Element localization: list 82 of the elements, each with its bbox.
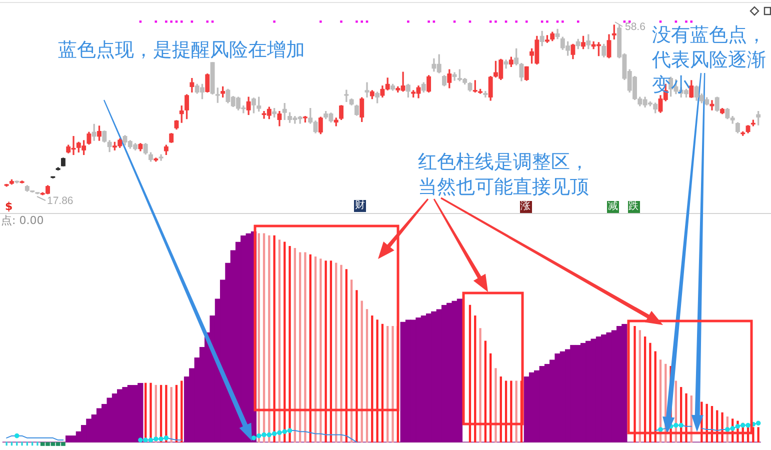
point bbox=[277, 430, 282, 436]
text: 跌 bbox=[628, 200, 640, 212]
bar bbox=[634, 326, 636, 442]
bar bbox=[304, 252, 306, 442]
bar bbox=[320, 258, 322, 442]
bar bbox=[294, 248, 296, 442]
bar bbox=[180, 380, 183, 442]
point bbox=[14, 433, 20, 438]
point bbox=[148, 438, 154, 442]
bar bbox=[340, 264, 342, 442]
text: 涨 bbox=[520, 200, 532, 212]
point bbox=[153, 436, 158, 442]
bar bbox=[298, 252, 302, 442]
annotation: 蓝色点现，是提醒风险在增加 bbox=[58, 38, 305, 64]
point bbox=[735, 424, 740, 429]
point bbox=[678, 422, 684, 428]
bar bbox=[510, 380, 512, 442]
bar bbox=[330, 260, 332, 442]
bar bbox=[360, 300, 363, 442]
candlestick bbox=[364, 82, 370, 98]
bar bbox=[494, 368, 497, 442]
bar bbox=[649, 342, 652, 442]
point bbox=[658, 427, 663, 432]
annotation: 红色柱线是调整区，当然也可能直接见顶 bbox=[418, 150, 590, 200]
bar bbox=[392, 326, 394, 442]
bar bbox=[468, 304, 472, 442]
point bbox=[725, 427, 730, 432]
bar bbox=[309, 254, 312, 442]
text: $ bbox=[5, 200, 13, 212]
point bbox=[262, 432, 266, 438]
annotation: 没有蓝色点，代表风险逐渐变小 bbox=[652, 22, 767, 98]
annotation: 58.6 bbox=[625, 21, 646, 34]
bar bbox=[654, 351, 656, 442]
bar bbox=[335, 262, 338, 442]
bar bbox=[314, 256, 317, 442]
point bbox=[740, 422, 746, 428]
bar bbox=[757, 427, 760, 442]
bar bbox=[638, 330, 641, 442]
bar bbox=[170, 387, 172, 442]
bar bbox=[371, 315, 374, 442]
point bbox=[272, 431, 277, 436]
bar bbox=[324, 260, 327, 442]
text: 点: 0.00 bbox=[1, 214, 44, 226]
bar bbox=[268, 235, 270, 442]
bar bbox=[381, 324, 384, 442]
point bbox=[282, 429, 288, 434]
bar bbox=[484, 340, 487, 442]
text: 减 bbox=[607, 200, 619, 212]
bar bbox=[273, 235, 276, 442]
candlestick bbox=[452, 72, 457, 81]
annotation: 17.86 bbox=[47, 194, 74, 208]
text: 财 bbox=[354, 200, 366, 212]
bar bbox=[685, 393, 688, 442]
point bbox=[730, 426, 735, 431]
bar bbox=[490, 353, 492, 442]
point bbox=[746, 422, 750, 428]
bar bbox=[479, 328, 482, 442]
point bbox=[287, 428, 292, 433]
bar bbox=[596, 336, 602, 442]
bar bbox=[175, 384, 178, 442]
point bbox=[251, 436, 256, 440]
bar bbox=[644, 336, 646, 442]
bar bbox=[165, 384, 168, 442]
bar bbox=[366, 309, 368, 442]
point bbox=[266, 432, 272, 438]
bar bbox=[474, 315, 476, 442]
bar bbox=[376, 320, 378, 442]
bar bbox=[524, 376, 530, 442]
bar bbox=[356, 290, 358, 442]
bar bbox=[150, 382, 152, 442]
point bbox=[143, 438, 148, 442]
bar bbox=[386, 326, 389, 442]
point bbox=[756, 420, 761, 426]
bar bbox=[345, 269, 348, 442]
bar bbox=[350, 280, 353, 442]
bar bbox=[288, 246, 291, 442]
point bbox=[674, 422, 678, 428]
point bbox=[164, 436, 169, 440]
point bbox=[256, 433, 262, 438]
point bbox=[158, 436, 164, 442]
bar bbox=[515, 380, 518, 442]
point bbox=[138, 438, 143, 442]
